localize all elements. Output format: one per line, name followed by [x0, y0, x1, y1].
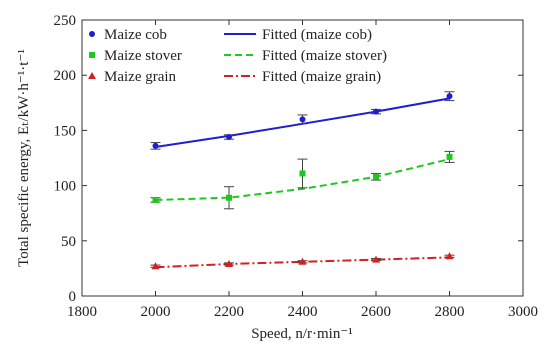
data-points: [151, 93, 454, 270]
legend-marker-maize-cob: [89, 31, 95, 37]
point-maize-grain: [151, 262, 160, 270]
legend-item-maize-stover: Maize stover: [89, 48, 182, 64]
x-tick-label: 2200: [214, 304, 244, 320]
x-tick-label: 1800: [67, 304, 97, 320]
legend-label-maize-grain: Maize grain: [104, 69, 177, 85]
legend-item-fitted-maize-grain: Fitted (maize grain): [224, 69, 381, 85]
y-tick-label: 100: [54, 179, 77, 195]
point-maize-grain: [372, 255, 380, 263]
y-tick-label: 0: [69, 289, 77, 305]
point-maize-cob: [373, 108, 379, 115]
y-axis-title: Total specific energy, Eₜ/kW·h⁻¹·t⁻¹: [16, 49, 32, 267]
point-maize-cob: [446, 93, 453, 100]
point-maize-stover: [226, 194, 232, 201]
legend-item-maize-grain: Maize grain: [88, 69, 177, 85]
point-maize-stover: [446, 153, 453, 160]
y-tick-label: 50: [61, 234, 76, 250]
point-maize-stover: [152, 196, 159, 203]
point-maize-stover: [373, 173, 379, 180]
point-maize-cob: [299, 116, 306, 123]
x-tick-label: 2400: [288, 304, 318, 320]
y-axis: 0 50 100 150 200 250: [54, 13, 523, 305]
legend-marker-maize-grain: [88, 72, 96, 79]
y-tick-label: 150: [54, 123, 77, 139]
x-tick-label: 2600: [361, 304, 391, 320]
point-maize-stover: [299, 170, 306, 177]
legend-marker-maize-stover: [89, 52, 95, 58]
x-tick-label: 3000: [508, 304, 538, 320]
x-axis-title: Speed, n/r·min⁻¹: [251, 326, 353, 342]
y-tick-label: 250: [54, 13, 77, 29]
fit-line-maize-grain: [155, 256, 450, 269]
point-maize-cob: [152, 142, 159, 149]
legend-item-fitted-maize-cob: Fitted (maize cob): [224, 27, 372, 43]
point-maize-grain: [225, 259, 233, 267]
legend-label-maize-cob: Maize cob: [104, 27, 167, 43]
y-tick-label: 200: [54, 68, 77, 84]
x-axis: 1800 2000 2200 2400 2600 2800 3000: [67, 20, 538, 320]
legend: Maize cob Fitted (maize cob) Maize stove…: [88, 27, 387, 85]
x-tick-label: 2800: [435, 304, 465, 320]
x-tick-label: 2000: [141, 304, 171, 320]
point-maize-cob: [226, 134, 232, 141]
point-maize-grain: [298, 257, 307, 265]
legend-label-maize-stover: Maize stover: [104, 48, 182, 64]
fit-line-maize-stover: [155, 158, 450, 201]
legend-item-maize-cob: Maize cob: [89, 27, 167, 43]
legend-item-fitted-maize-stover: Fitted (maize stover): [224, 48, 387, 64]
legend-label-fitted-maize-stover: Fitted (maize stover): [262, 48, 387, 64]
point-maize-grain: [445, 252, 454, 260]
legend-label-fitted-maize-grain: Fitted (maize grain): [262, 69, 381, 85]
legend-label-fitted-maize-cob: Fitted (maize cob): [262, 27, 372, 43]
